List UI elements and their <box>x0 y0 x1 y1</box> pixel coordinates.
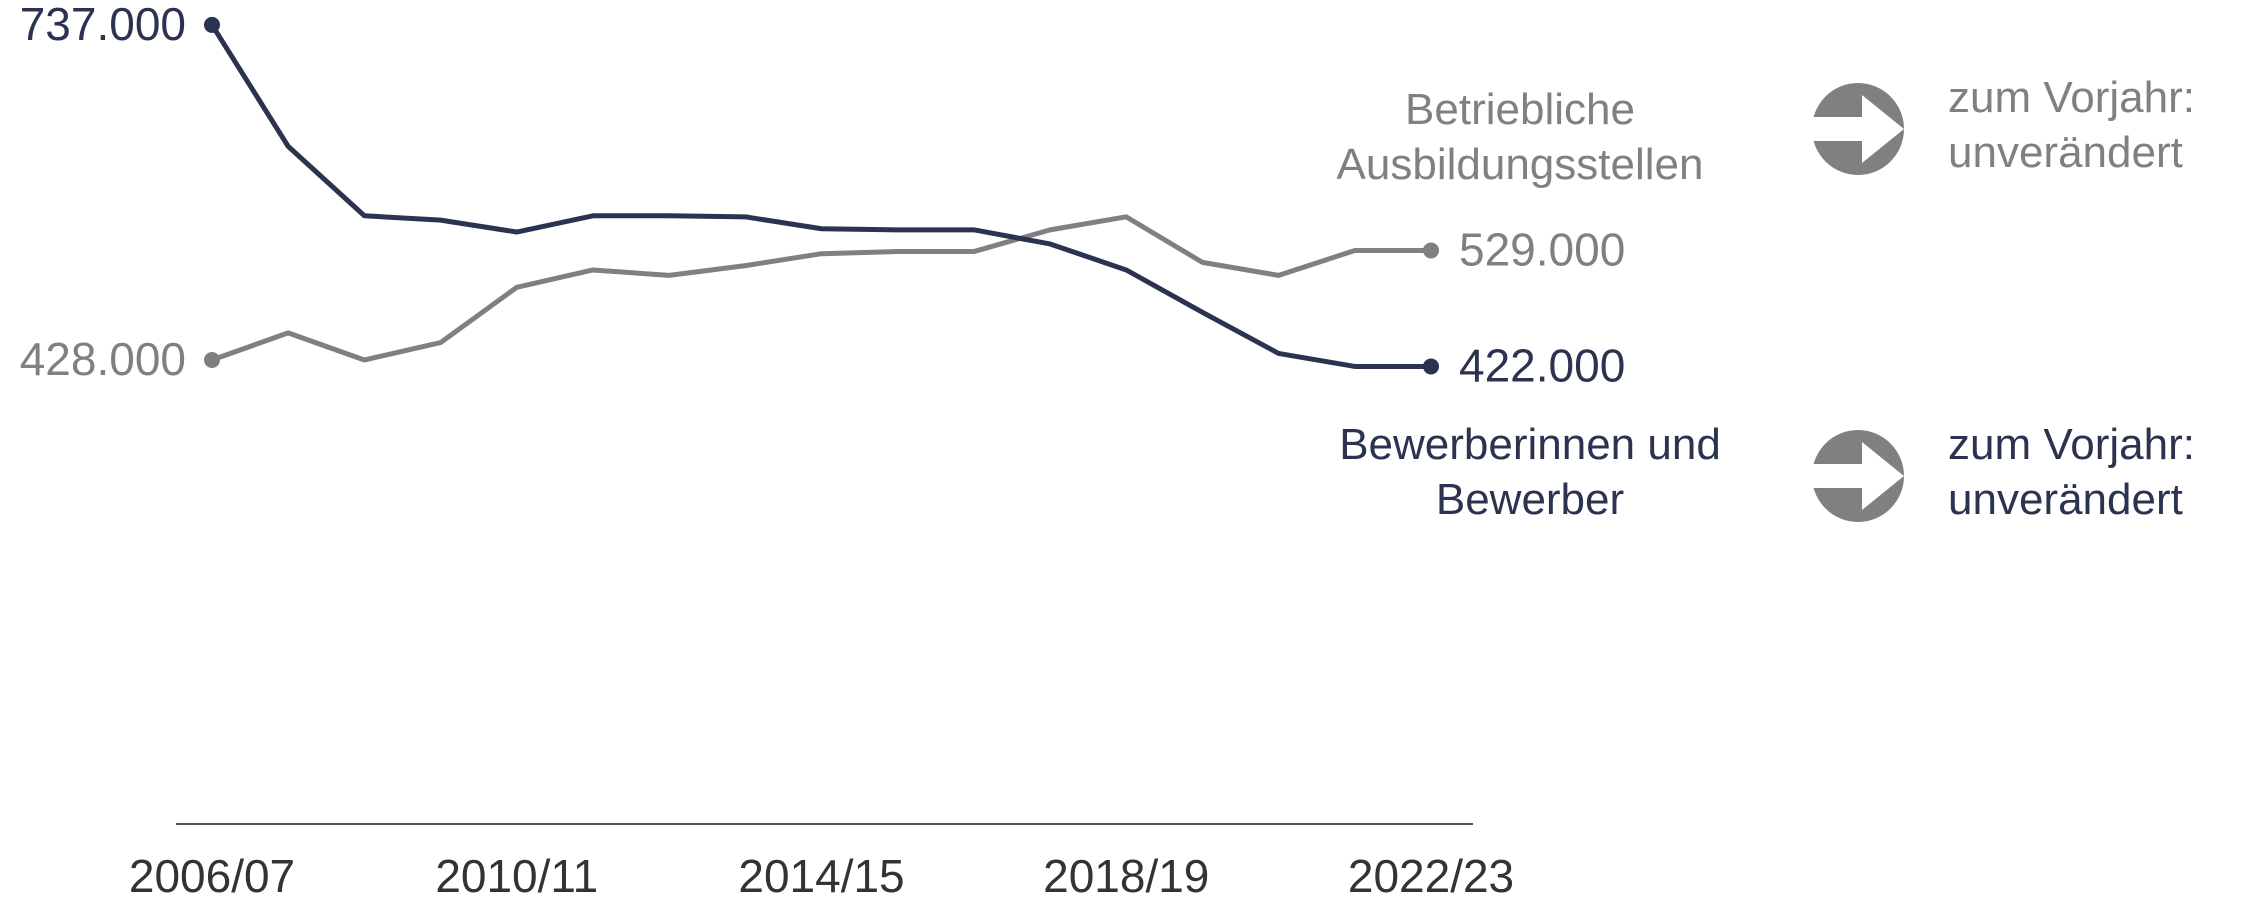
end-point <box>204 351 220 368</box>
annotation: zum Vorjahr: unverändert <box>1948 420 2195 524</box>
data-label: 529.000 <box>1459 224 1625 276</box>
data-label: 428.000 <box>20 333 186 385</box>
data-label: 737.000 <box>20 0 186 50</box>
annotation: zum Vorjahr: unverändert <box>1948 73 2195 177</box>
x-tick-label: 2006/07 <box>129 850 295 902</box>
end-point <box>1423 358 1439 375</box>
x-tick-label: 2022/23 <box>1348 850 1514 902</box>
trend-icon <box>1812 83 1904 175</box>
series-line <box>209 23 1431 369</box>
legend-label: Bewerberinnen und Bewerber <box>1339 420 1721 524</box>
series-line <box>211 214 1431 363</box>
x-tick-label: 2018/19 <box>1043 850 1209 902</box>
legend-label: Betriebliche Ausbildungsstellen <box>1336 85 1704 189</box>
trend-icon <box>1812 430 1904 522</box>
x-tick-label: 2010/11 <box>435 850 598 902</box>
data-label: 422.000 <box>1459 340 1625 392</box>
x-tick-label: 2014/15 <box>738 850 904 902</box>
end-point <box>1423 242 1439 259</box>
end-point <box>204 16 220 33</box>
